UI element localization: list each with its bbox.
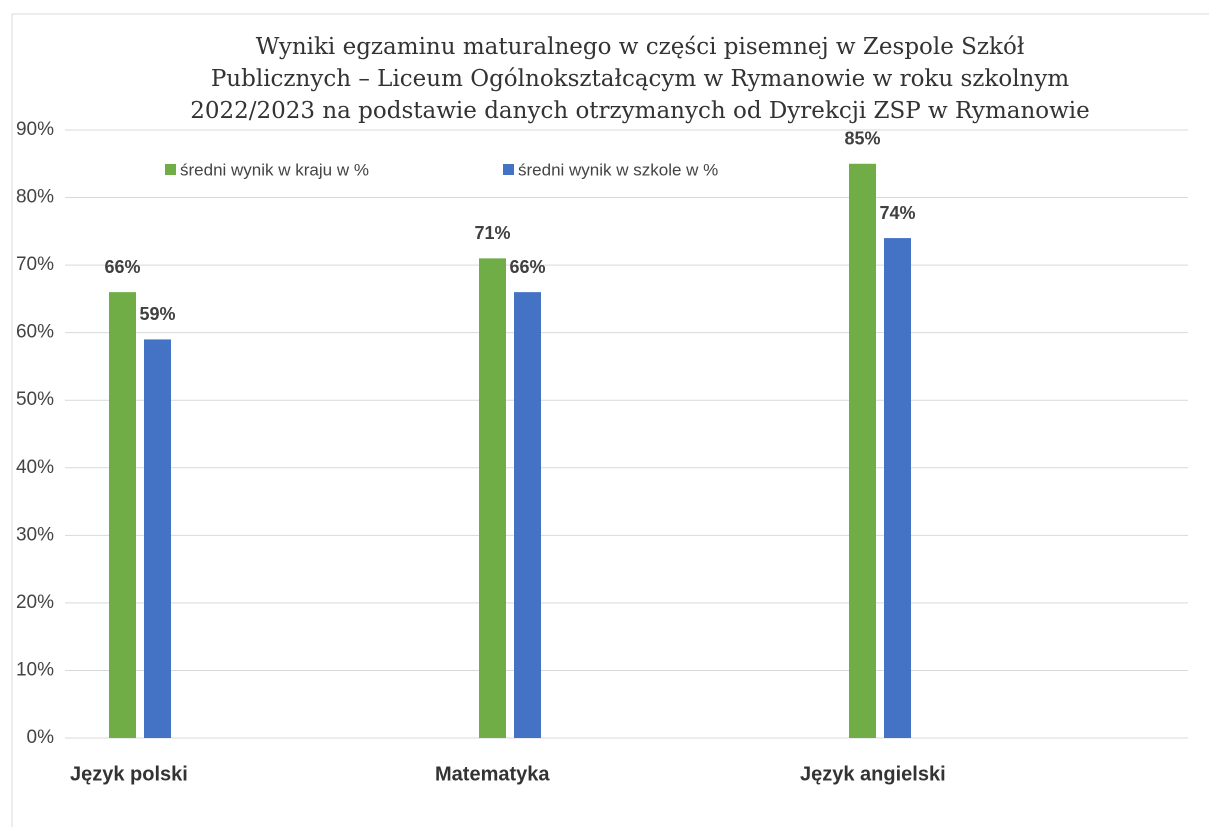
x-tick-label: Język polski	[70, 763, 188, 785]
y-tick-label: 50%	[16, 389, 54, 410]
y-tick-label: 60%	[16, 322, 54, 343]
data-label: 59%	[139, 304, 175, 324]
data-label: 66%	[509, 257, 545, 277]
data-label: 74%	[879, 203, 915, 223]
chart-title: 2022/2023 na podstawie danych otrzymanyc…	[190, 98, 1090, 124]
legend-label: średni wynik w szkole w %	[518, 160, 718, 179]
legend-swatch	[503, 164, 514, 175]
y-tick-label: 40%	[16, 457, 54, 478]
y-tick-label: 20%	[16, 592, 54, 613]
chart-border	[11, 13, 1209, 827]
y-tick-label: 10%	[16, 659, 54, 680]
bar	[884, 238, 911, 739]
x-tick-label: Matematyka	[435, 763, 550, 785]
bar	[109, 292, 136, 738]
data-label: 71%	[474, 223, 510, 243]
y-tick-label: 30%	[16, 524, 54, 545]
bar	[849, 163, 876, 738]
data-label: 85%	[844, 129, 880, 149]
legend-swatch	[165, 164, 176, 175]
y-tick-label: 70%	[16, 254, 54, 275]
chart-title: Publicznych – Liceum Ogólnokształcącym w…	[211, 66, 1070, 92]
chart-title: Wyniki egzaminu maturalnego w części pis…	[256, 34, 1025, 60]
y-tick-label: 0%	[27, 727, 55, 748]
bar	[514, 292, 541, 738]
legend-label: średni wynik w kraju w %	[180, 160, 369, 179]
x-tick-label: Język angielski	[800, 763, 946, 785]
y-tick-label: 90%	[16, 119, 54, 140]
y-tick-label: 80%	[16, 187, 54, 208]
bar	[479, 258, 506, 738]
data-label: 66%	[104, 257, 140, 277]
bar	[144, 339, 171, 738]
